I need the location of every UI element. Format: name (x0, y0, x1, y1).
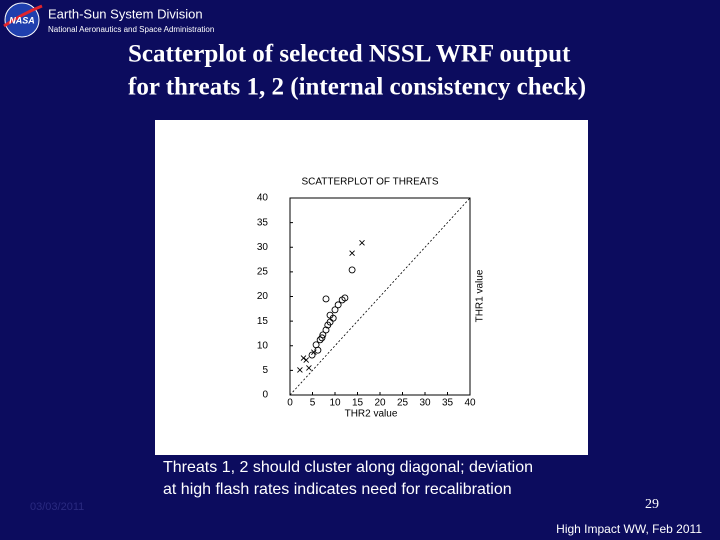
point (331, 306, 339, 314)
caption: Threats 1, 2 should cluster along diagon… (163, 459, 533, 476)
page-number: 29 (645, 497, 659, 512)
nasa-logo: NASA (3, 2, 43, 38)
y-tick-label: 10 (257, 340, 269, 351)
point (359, 239, 365, 246)
point (297, 367, 303, 373)
agency: National Aeronautics and Space Administr… (48, 25, 214, 34)
point (306, 365, 312, 371)
y-tick-label: 30 (257, 242, 269, 253)
point (303, 357, 310, 363)
svg-text:NASA: NASA (9, 15, 35, 25)
point (300, 355, 307, 361)
date: 03/03/2011 (30, 501, 84, 513)
x-axis-label: THR2 value (345, 409, 398, 420)
point (308, 351, 316, 359)
y-tick-label: 35 (257, 217, 269, 228)
x-tick-label: 5 (310, 398, 316, 409)
division: Earth-Sun System Division (48, 6, 203, 21)
y-tick-label: 20 (257, 291, 269, 302)
point (334, 301, 342, 309)
y-axis-label: THR1 value (475, 269, 486, 322)
plot-image (155, 120, 588, 455)
y-tick-label: 5 (262, 365, 268, 376)
point (322, 295, 330, 303)
point (348, 266, 356, 274)
x-tick-label: 35 (442, 398, 454, 409)
chart-title: SCATTERPLOT OF THREATS (301, 177, 438, 188)
point (314, 346, 322, 354)
y-tick-label: 25 (257, 267, 269, 278)
x-tick-label: 20 (374, 398, 386, 409)
x-tick-label: 0 (287, 398, 293, 409)
x-tick-label: 25 (397, 398, 409, 409)
x-tick-label: 40 (464, 398, 476, 409)
y-tick-label: 40 (257, 193, 269, 204)
y-tick-label: 15 (257, 316, 269, 327)
point (349, 250, 355, 256)
point (326, 311, 334, 319)
x-tick-label: 10 (329, 398, 341, 409)
slide-title: for threats 1, 2 (internal consistency c… (128, 74, 586, 101)
caption: at high flash rates indicates need for r… (163, 481, 512, 498)
point (318, 334, 326, 342)
point (319, 331, 327, 339)
point (311, 349, 317, 355)
footer: High Impact WW, Feb 2011 (556, 522, 702, 536)
point (341, 294, 349, 302)
x-tick-label: 15 (352, 398, 364, 409)
diagonal (289, 197, 471, 396)
slide-title: Scatterplot of selected NSSL WRF output (128, 41, 571, 68)
y-tick-label: 0 (262, 390, 268, 401)
point (324, 321, 332, 329)
x-tick-label: 30 (419, 398, 431, 409)
point (322, 326, 330, 334)
